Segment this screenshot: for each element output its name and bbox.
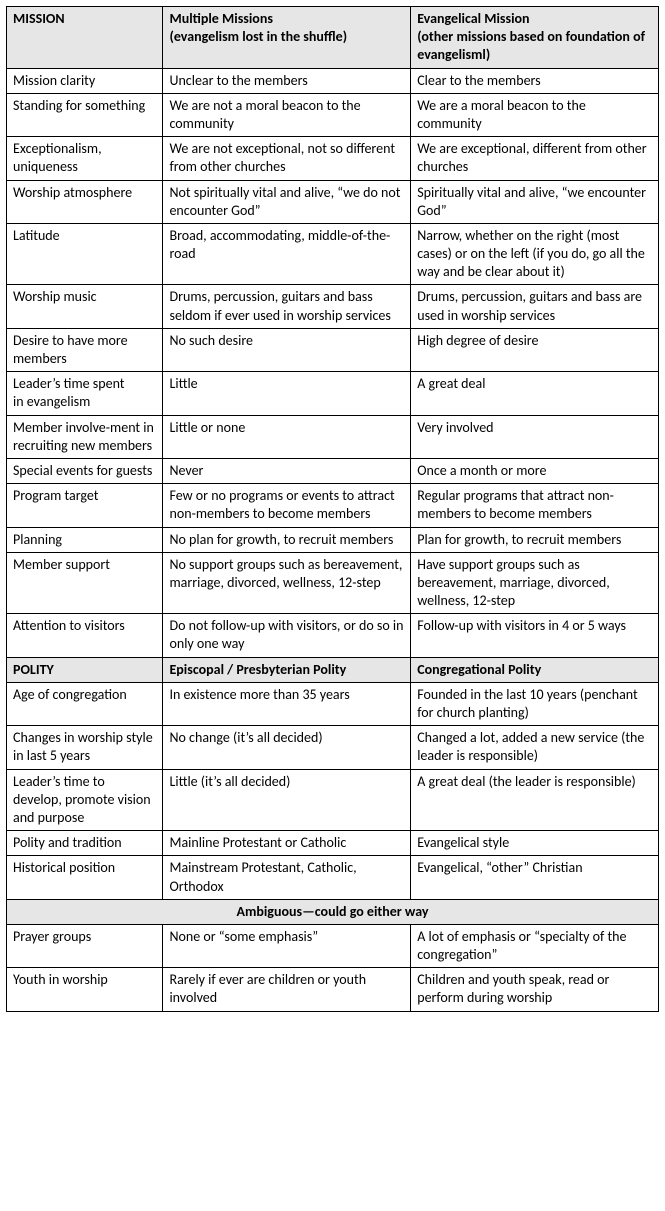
mission-row-6-col-0: Desire to have moremembers [7, 328, 163, 371]
mission-row-8-col-0: Member involve-ment in recruiting new me… [7, 415, 163, 458]
mission-row-1-col-1: We are not a moral beacon to the communi… [163, 93, 411, 136]
ambiguous-row-0-col-0: Prayer groups [7, 924, 163, 967]
mission-row-4-col-0: Latitude [7, 223, 163, 285]
ambiguous-row-1-col-2: Children and youth speak, read or perfor… [411, 968, 659, 1011]
mission-row-12-col-1: No support groups such as bereavement, m… [163, 552, 411, 614]
mission-row-11-col-2: Plan for growth, to recruit members [411, 527, 659, 552]
mission-row-5-col-2: Drums, percussion, guitars and bass are … [411, 285, 659, 328]
mission-row-6-col-2: High degree of desire [411, 328, 659, 371]
polity-header-0: POLITY [7, 657, 163, 682]
mission-row-9-col-1: Never [163, 458, 411, 483]
polity-row-1-col-2: Changed a lot, added a new service (the … [411, 726, 659, 769]
polity-row-0-col-2: Founded in the last 10 years (penchant f… [411, 682, 659, 725]
mission-row-12-col-2: Have support groups such as bereavement,… [411, 552, 659, 614]
comparison-table: MISSIONMultiple Missions(evangelism lost… [6, 6, 659, 1012]
mission-row-3-col-0: Worship atmosphere [7, 180, 163, 223]
mission-header-0: MISSION [7, 7, 163, 69]
mission-row-1-col-0: Standing for something [7, 93, 163, 136]
polity-row-2-col-2: A great deal (the leader is responsible) [411, 769, 659, 831]
mission-header-1: Multiple Missions(evangelism lost in the… [163, 7, 411, 69]
polity-row-2-col-1: Little (it’s all decided) [163, 769, 411, 831]
polity-row-3-col-0: Polity and tradition [7, 831, 163, 856]
mission-row-8-col-1: Little or none [163, 415, 411, 458]
polity-row-4-col-2: Evangelical, “other” Christian [411, 856, 659, 899]
mission-row-1-col-2: We are a moral beacon to the community [411, 93, 659, 136]
polity-header-2: Congregational Polity [411, 657, 659, 682]
mission-header-2: Evangelical Mission(other missions based… [411, 7, 659, 69]
mission-row-0-col-1: Unclear to the members [163, 68, 411, 93]
polity-row-4-col-0: Historical position [7, 856, 163, 899]
mission-row-7-col-2: A great deal [411, 372, 659, 415]
mission-row-0-col-0: Mission clarity [7, 68, 163, 93]
mission-row-4-col-1: Broad, accommodating, middle-of-the-road [163, 223, 411, 285]
ambiguous-header: Ambiguous—could go either way [7, 899, 659, 924]
mission-row-8-col-2: Very involved [411, 415, 659, 458]
polity-row-0-col-0: Age of congregation [7, 682, 163, 725]
mission-row-3-col-1: Not spiritually vital and alive, “we do … [163, 180, 411, 223]
mission-row-13-col-2: Follow-up with visitors in 4 or 5 ways [411, 614, 659, 657]
mission-row-4-col-2: Narrow, whether on the right (most cases… [411, 223, 659, 285]
polity-row-3-col-1: Mainline Protestant or Catholic [163, 831, 411, 856]
mission-row-11-col-0: Planning [7, 527, 163, 552]
mission-row-0-col-2: Clear to the members [411, 68, 659, 93]
polity-header-1: Episcopal / Presbyterian Polity [163, 657, 411, 682]
polity-row-1-col-1: No change (it’s all decided) [163, 726, 411, 769]
mission-row-13-col-0: Attention to visitors [7, 614, 163, 657]
mission-row-13-col-1: Do not follow-up with visitors, or do so… [163, 614, 411, 657]
mission-row-3-col-2: Spiritually vital and alive, “we encount… [411, 180, 659, 223]
polity-row-0-col-1: In existence more than 35 years [163, 682, 411, 725]
ambiguous-row-1-col-0: Youth in worship [7, 968, 163, 1011]
mission-row-7-col-1: Little [163, 372, 411, 415]
mission-row-7-col-0: Leader’s time spentin evangelism [7, 372, 163, 415]
mission-row-10-col-2: Regular programs that attract non-member… [411, 484, 659, 527]
ambiguous-row-1-col-1: Rarely if ever are children or youth inv… [163, 968, 411, 1011]
mission-row-2-col-1: We are not exceptional, not so different… [163, 137, 411, 180]
mission-row-12-col-0: Member support [7, 552, 163, 614]
ambiguous-row-0-col-1: None or “some emphasis” [163, 924, 411, 967]
mission-row-6-col-1: No such desire [163, 328, 411, 371]
mission-row-9-col-0: Special events for guests [7, 458, 163, 483]
polity-row-4-col-1: Mainstream Protestant, Catholic, Orthodo… [163, 856, 411, 899]
mission-row-11-col-1: No plan for growth, to recruit members [163, 527, 411, 552]
mission-row-10-col-1: Few or no programs or events to attract … [163, 484, 411, 527]
mission-row-5-col-0: Worship music [7, 285, 163, 328]
ambiguous-row-0-col-2: A lot of emphasis or “specialty of the c… [411, 924, 659, 967]
mission-row-10-col-0: Program target [7, 484, 163, 527]
polity-row-1-col-0: Changes in worship style in last 5 years [7, 726, 163, 769]
mission-row-5-col-1: Drums, percussion, guitars and bass seld… [163, 285, 411, 328]
polity-row-2-col-0: Leader’s time to develop, promote vision… [7, 769, 163, 831]
mission-row-2-col-2: We are exceptional, different from other… [411, 137, 659, 180]
mission-row-9-col-2: Once a month or more [411, 458, 659, 483]
polity-row-3-col-2: Evangelical style [411, 831, 659, 856]
mission-row-2-col-0: Exceptionalism, uniqueness [7, 137, 163, 180]
